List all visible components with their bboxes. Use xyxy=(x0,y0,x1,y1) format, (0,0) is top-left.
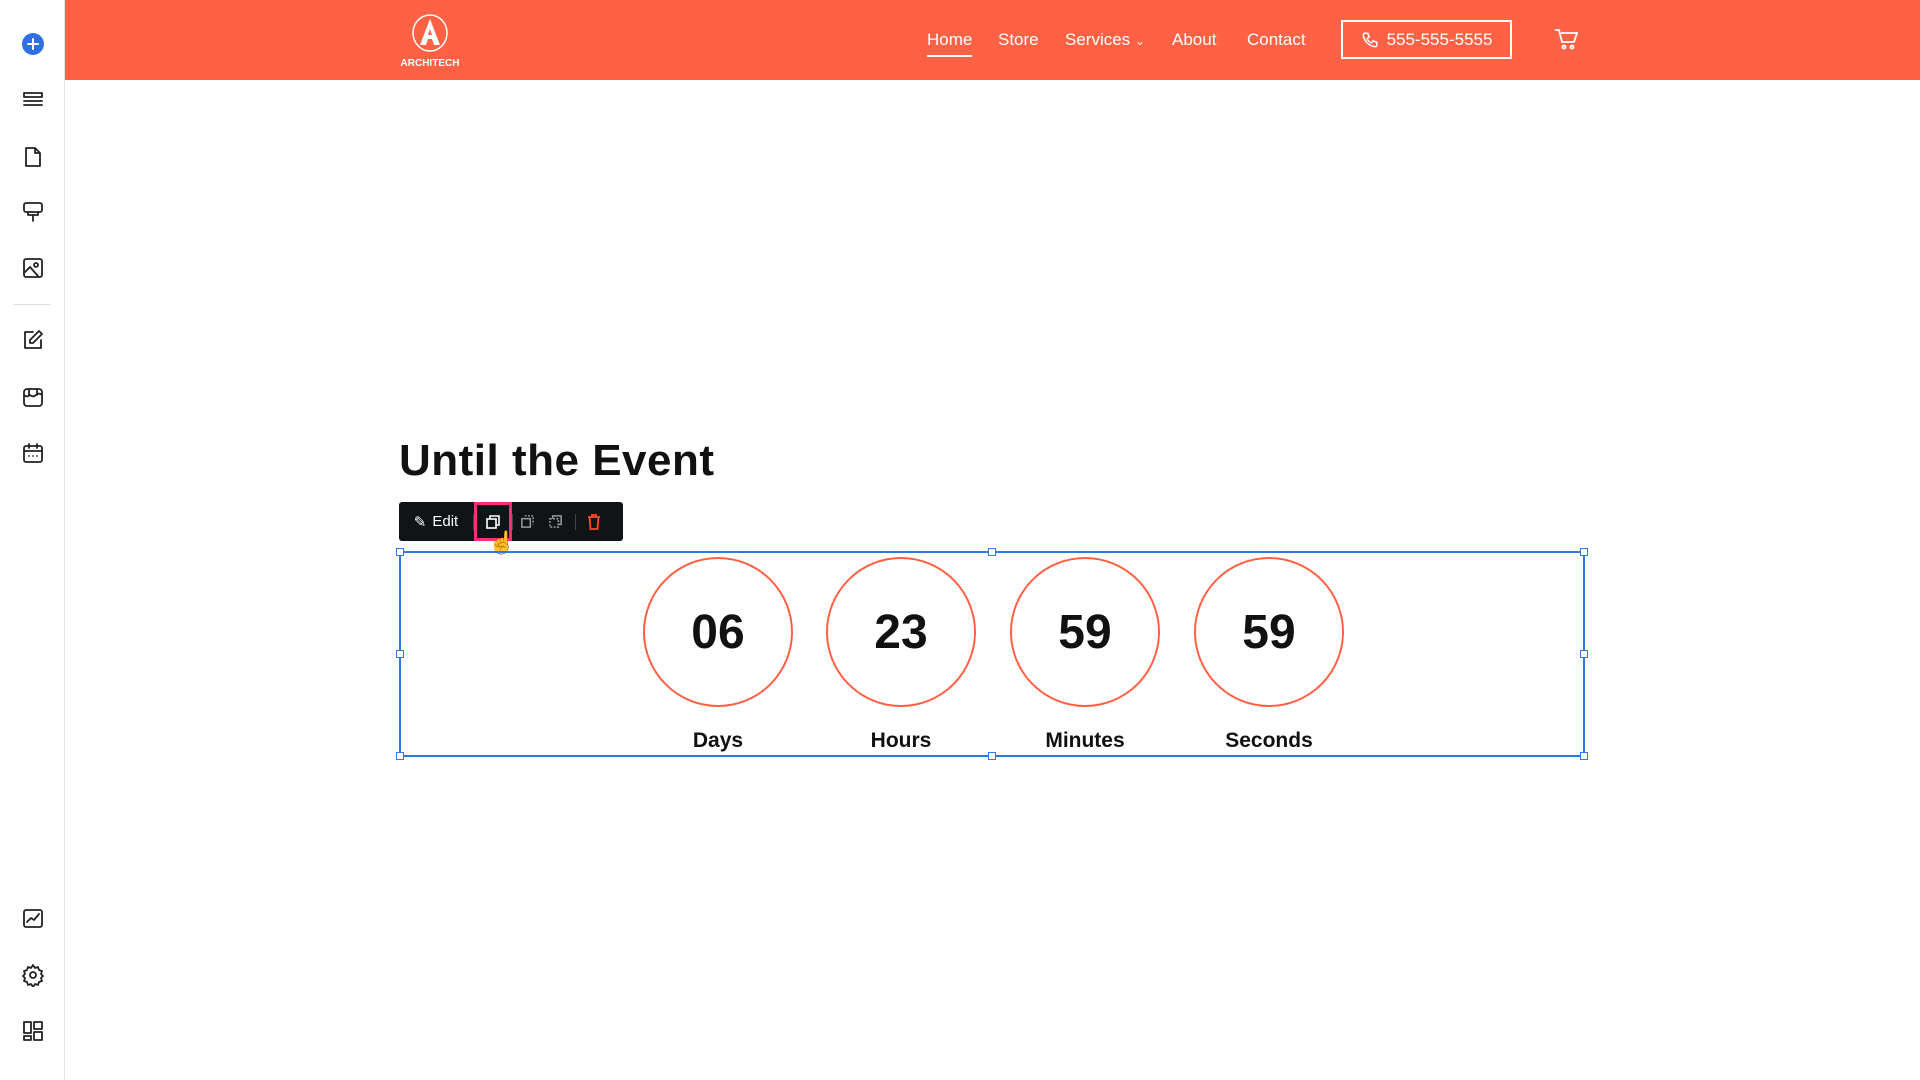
calendar-icon[interactable] xyxy=(20,440,46,466)
resize-handle[interactable] xyxy=(1580,548,1588,556)
duplicate-button[interactable] xyxy=(474,502,512,541)
page-icon[interactable] xyxy=(20,144,46,170)
resize-handle[interactable] xyxy=(396,752,404,760)
resize-handle[interactable] xyxy=(396,548,404,556)
chevron-down-icon: ⌄ xyxy=(1134,34,1145,48)
pointer-cursor-icon: ☝ xyxy=(488,530,516,555)
page-title: Until the Event xyxy=(399,436,715,485)
add-icon[interactable] xyxy=(20,31,46,57)
duplicate-icon xyxy=(486,514,500,529)
pencil-icon: ✎ xyxy=(413,513,427,531)
image-icon[interactable] xyxy=(20,255,46,281)
move-before-icon xyxy=(520,515,534,528)
phone-button[interactable]: 555-555-5555 xyxy=(1341,20,1512,59)
countdown-label: Minutes xyxy=(1045,729,1125,752)
countdown-hours: 23 xyxy=(826,557,976,707)
countdown-selection-box[interactable] xyxy=(396,548,1588,760)
nav-store[interactable]: Store xyxy=(998,30,1039,49)
nav-about[interactable]: About xyxy=(1172,30,1217,49)
logo[interactable]: ARCHITECH xyxy=(398,14,462,69)
move-before-button[interactable] xyxy=(513,502,541,541)
editor-sidebar xyxy=(0,0,65,1080)
countdown-label: Seconds xyxy=(1225,729,1313,752)
store-icon[interactable] xyxy=(20,384,46,410)
resize-handle[interactable] xyxy=(988,548,996,556)
resize-handle[interactable] xyxy=(988,752,996,760)
resize-handle[interactable] xyxy=(1580,752,1588,760)
edit-site-icon[interactable] xyxy=(20,905,46,931)
edit-button[interactable]: ✎ Edit xyxy=(399,502,473,541)
countdown-label: Days xyxy=(692,729,744,752)
resize-handle[interactable] xyxy=(396,650,404,658)
blog-edit-icon[interactable] xyxy=(20,327,46,353)
delete-button[interactable] xyxy=(576,502,612,541)
countdown-label: Hours xyxy=(870,729,932,752)
logo-icon xyxy=(412,14,448,52)
nav-services[interactable]: Services ⌄ xyxy=(1065,30,1145,50)
move-after-icon xyxy=(548,515,562,528)
countdown-days: 06 xyxy=(643,557,793,707)
trash-icon xyxy=(588,513,600,530)
site-header: ARCHITECH Home Store Services ⌄ About Co… xyxy=(65,0,1920,80)
move-after-button[interactable] xyxy=(541,502,569,541)
paint-roller-icon[interactable] xyxy=(20,199,46,225)
nav-home[interactable]: Home xyxy=(927,30,973,57)
countdown-seconds: 59 xyxy=(1194,557,1344,707)
layers-icon[interactable] xyxy=(20,87,46,113)
nav-services-label: Services xyxy=(1065,30,1131,49)
dashboard-icon[interactable] xyxy=(20,1018,46,1044)
element-toolbar: ✎ Edit xyxy=(399,502,623,541)
countdown-minutes: 59 xyxy=(1010,557,1160,707)
cart-icon[interactable] xyxy=(1554,28,1579,55)
edit-label: Edit xyxy=(432,513,459,530)
resize-handle[interactable] xyxy=(1580,650,1588,658)
sidebar-divider xyxy=(14,304,50,305)
logo-text: ARCHITECH xyxy=(400,58,460,69)
phone-icon xyxy=(1362,32,1378,48)
phone-number: 555-555-5555 xyxy=(1386,29,1493,49)
nav-contact[interactable]: Contact xyxy=(1247,30,1306,49)
gear-icon[interactable] xyxy=(20,962,46,988)
